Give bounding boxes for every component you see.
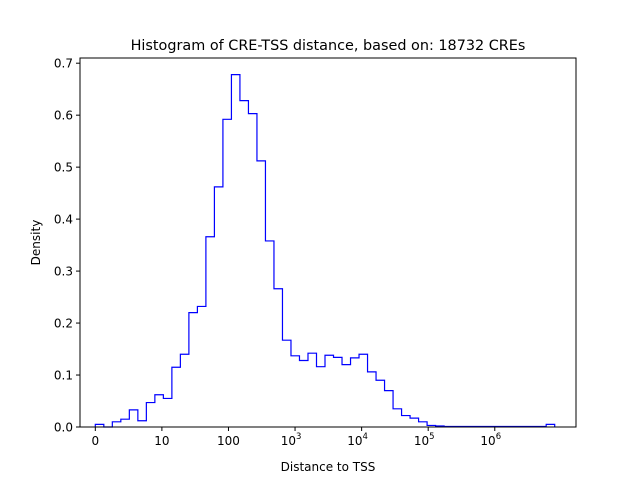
- x-tick-label-base: 10: [281, 434, 296, 448]
- x-tick-label: 100: [217, 434, 240, 448]
- x-tick-label-base: 10: [414, 434, 429, 448]
- x-tick-label: 0: [91, 434, 99, 448]
- y-tick-label: 0.7: [54, 56, 73, 70]
- x-tick-label-base: 10: [480, 434, 495, 448]
- x-tick-label-base: 10: [347, 434, 362, 448]
- x-tick-label-exponent: 5: [429, 432, 434, 442]
- y-tick-label: 0.2: [54, 316, 73, 330]
- x-tick-label-exponent: 4: [363, 432, 368, 442]
- x-tick-label-exponent: 6: [496, 432, 501, 442]
- histogram-step-line: [94, 74, 556, 428]
- y-axis-label: Density: [29, 220, 43, 266]
- y-tick-label: 0.4: [54, 212, 73, 226]
- y-tick-label: 0.1: [54, 368, 73, 382]
- x-axis-label: Distance to TSS: [281, 460, 376, 474]
- y-axis-ticks: 0.0 0.1 0.2 0.3 0.4 0.5 0.6 0.7: [54, 56, 80, 434]
- x-tick-label: 105: [414, 432, 435, 448]
- x-tick-label: 106: [480, 432, 501, 448]
- plot-area-frame: [79, 57, 577, 428]
- x-tick-label: 104: [347, 432, 368, 448]
- y-tick-label: 0.6: [54, 108, 73, 122]
- x-axis-ticks: 0 10 100 103 104 105 106: [91, 427, 501, 448]
- x-tick-label: 103: [281, 432, 302, 448]
- x-tick-label: 10: [154, 434, 169, 448]
- y-tick-label: 0.0: [54, 420, 73, 434]
- y-tick-label: 0.5: [54, 160, 73, 174]
- y-tick-label: 0.3: [54, 264, 73, 278]
- chart-title: Histogram of CRE-TSS distance, based on:…: [131, 38, 526, 54]
- x-tick-label-exponent: 3: [296, 432, 301, 442]
